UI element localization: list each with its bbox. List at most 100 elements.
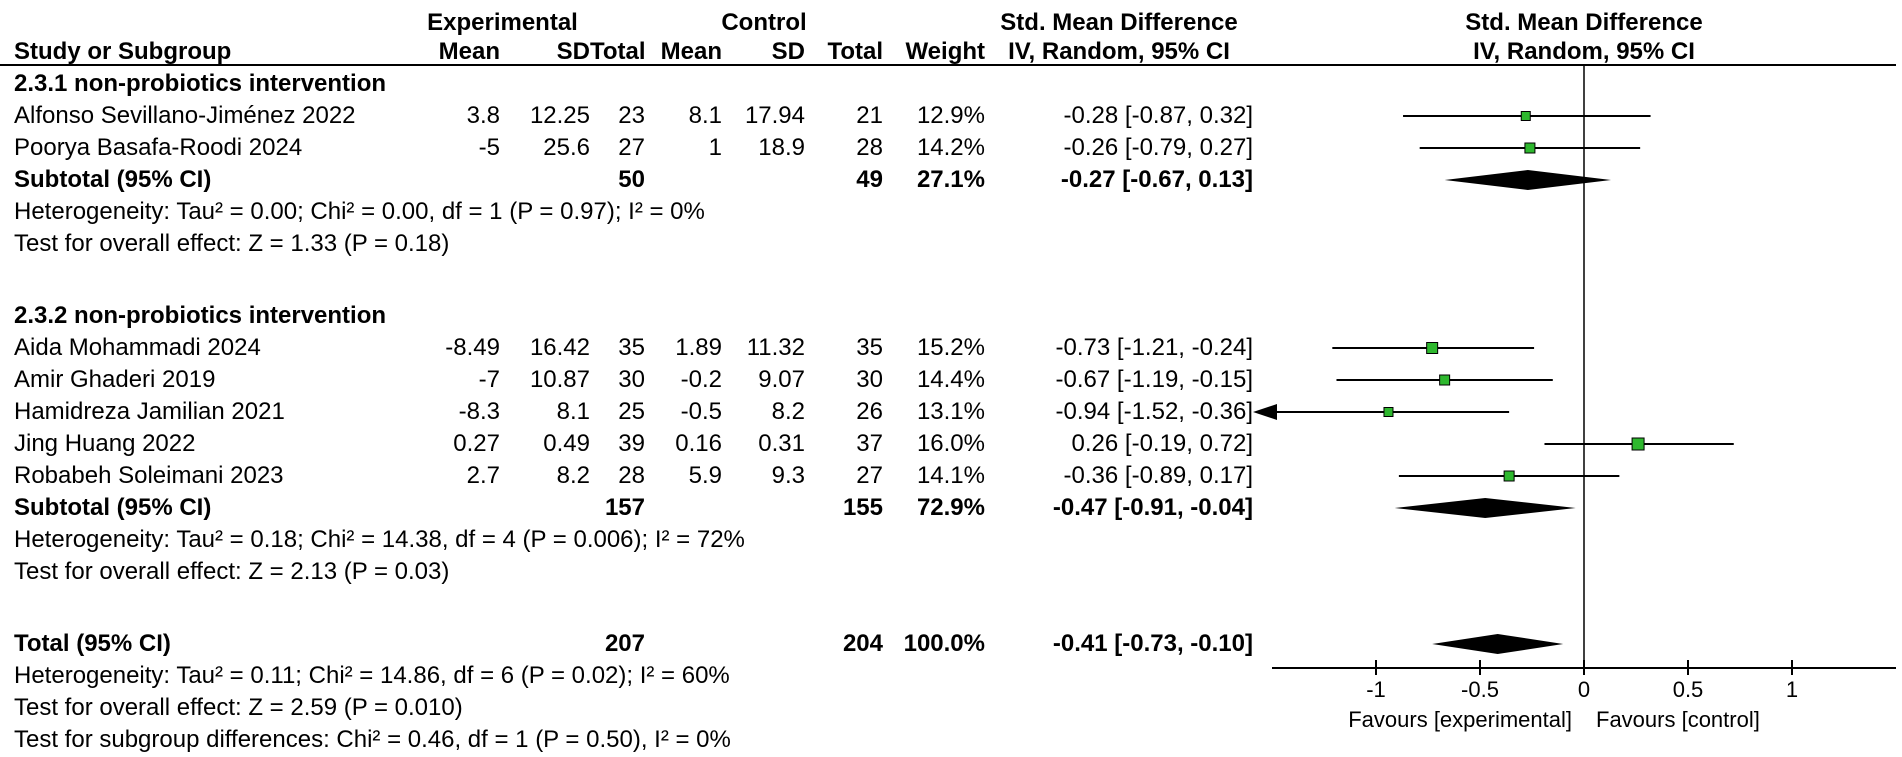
study-row: Jing Huang 2022 0.27 0.49 39 0.16 0.31 37 16.0%…: [0, 428, 1253, 460]
study-ci-text: -0.28 [-0.87, 0.32]: [1063, 102, 1253, 129]
effect-marker: [1631, 437, 1645, 451]
subtotal-study: Subtotal (95% CI): [14, 166, 212, 193]
study-total-c: 21: [856, 102, 883, 129]
effect-marker: [1439, 374, 1451, 386]
study-row: Robabeh Soleimani 2023 2.7 8.2 28 5.9 9.3 27 14…: [0, 460, 1253, 492]
subtotal-ci-text: -0.27 [-0.67, 0.13]: [1060, 166, 1253, 193]
total-total-c: 204: [842, 630, 883, 657]
study-sd-e: 8.2: [556, 462, 590, 489]
header-method-right: IV, Random, 95% CI: [1473, 38, 1695, 65]
study-total-e: 35: [618, 334, 645, 361]
overall-effect-note: Test for overall effect: Z = 2.13 (P = 0…: [14, 558, 450, 585]
total-total-e: 207: [604, 630, 645, 657]
study-total-c: 35: [856, 334, 883, 361]
study-ci-text: -0.94 [-1.52, -0.36]: [1055, 398, 1253, 425]
favours-left-label: Favours [experimental]: [1348, 707, 1572, 732]
header-underline: [0, 64, 1896, 66]
heterogeneity-note: Heterogeneity: Tau² = 0.18; Chi² = 14.38…: [14, 526, 745, 553]
tick-label: -1: [1366, 677, 1386, 702]
study-mean-e: 0.27: [453, 430, 500, 457]
study-total-e: 28: [618, 462, 645, 489]
header-total-control: Total: [827, 38, 883, 65]
pooled-diamond: [1444, 170, 1612, 190]
study-study: Alfonso Sevillano-Jiménez 2022: [14, 102, 356, 129]
subtotal-row: Subtotal (95% CI) 50 49 27.1% -0.27 [-0.67, …: [0, 164, 1253, 196]
study-study: Amir Ghaderi 2019: [14, 366, 216, 393]
study-total-c: 27: [856, 462, 883, 489]
study-sd-c: 17.94: [744, 102, 805, 129]
subgroup-header-row: 2.3.1 non-probiotics intervention: [14, 70, 387, 97]
study-total-e: 23: [618, 102, 645, 129]
study-sd-e: 25.6: [543, 134, 590, 161]
study-sd-c: 9.07: [758, 366, 805, 393]
study-mean-c: 1.89: [675, 334, 722, 361]
tick-label: 1: [1786, 677, 1798, 702]
subtotal-total-e: 50: [618, 166, 645, 193]
study-ci-text: -0.73 [-1.21, -0.24]: [1055, 334, 1253, 361]
study-study: Jing Huang 2022: [14, 430, 196, 457]
header-sd-experimental: SD: [556, 38, 590, 65]
subtotal-total-e: 157: [604, 494, 645, 521]
study-study: Robabeh Soleimani 2023: [14, 462, 284, 489]
study-total-c: 28: [856, 134, 883, 161]
study-mean-e: -7: [478, 366, 500, 393]
subtotal-ci-text: -0.47 [-0.91, -0.04]: [1052, 494, 1253, 521]
tick-label: 0.5: [1673, 677, 1704, 702]
study-mean-c: -0.5: [680, 398, 722, 425]
study-weight: 15.2%: [916, 334, 985, 361]
subtotal-weight: 27.1%: [916, 166, 985, 193]
study-mean-e: -8.49: [445, 334, 500, 361]
footnote: Test for overall effect: Z = 2.59 (P = 0…: [14, 694, 463, 721]
study-mean-c: 8.1: [688, 102, 722, 129]
study-total-e: 30: [618, 366, 645, 393]
study-total-e: 25: [618, 398, 645, 425]
study-sd-e: 12.25: [529, 102, 590, 129]
effect-marker: [1520, 111, 1531, 121]
header-mean-control: Mean: [660, 38, 722, 65]
study-weight: 14.1%: [916, 462, 985, 489]
study-sd-e: 16.42: [529, 334, 590, 361]
subtotal-total-c: 155: [842, 494, 883, 521]
study-weight: 14.4%: [916, 366, 985, 393]
study-row: Hamidreza Jamilian 2021 -8.3 8.1 25 -0.5 8.2 2…: [0, 396, 1253, 428]
favours-right-label: Favours [control]: [1596, 707, 1760, 732]
study-mean-c: 1: [708, 134, 722, 161]
study-row: Aida Mohammadi 2024 -8.49 16.42 35 1.89 11.32…: [0, 332, 1253, 364]
effect-marker: [1524, 142, 1536, 154]
study-ci-text: 0.26 [-0.19, 0.72]: [1071, 430, 1253, 457]
study-mean-e: 3.8: [466, 102, 500, 129]
header-total-experimental: Total: [590, 38, 646, 65]
clip-arrow: [1253, 404, 1277, 420]
study-mean-c: -0.2: [680, 366, 722, 393]
study-mean-c: 0.16: [675, 430, 722, 457]
tick-label: -0.5: [1461, 677, 1499, 702]
study-mean-e: 2.7: [466, 462, 500, 489]
study-weight: 16.0%: [916, 430, 985, 457]
study-study: Poorya Basafa-Roodi 2024: [14, 134, 303, 161]
study-ci-text: -0.67 [-1.19, -0.15]: [1055, 366, 1253, 393]
subtotal-row: Subtotal (95% CI) 157 155 72.9% -0.47 [-0.91…: [0, 492, 1253, 524]
study-sd-c: 18.9: [758, 134, 805, 161]
header-method-left: IV, Random, 95% CI: [1008, 38, 1230, 65]
study-total-c: 37: [856, 430, 883, 457]
overall-effect-note: Test for overall effect: Z = 1.33 (P = 0…: [14, 230, 450, 257]
subtotal-weight: 72.9%: [916, 494, 985, 521]
heterogeneity-note: Heterogeneity: Tau² = 0.00; Chi² = 0.00,…: [14, 198, 705, 225]
header-sd-control: SD: [771, 38, 805, 65]
study-mean-e: -8.3: [458, 398, 500, 425]
study-sd-c: 8.2: [771, 398, 805, 425]
header-study-or-subgroup: Study or Subgroup: [14, 38, 232, 65]
footnote: Heterogeneity: Tau² = 0.11; Chi² = 14.86…: [14, 662, 730, 689]
pooled-diamond: [1394, 498, 1576, 518]
header-mean-experimental: Mean: [438, 38, 500, 65]
study-mean-c: 5.9: [688, 462, 722, 489]
study-study: Aida Mohammadi 2024: [14, 334, 261, 361]
study-weight: 14.2%: [916, 134, 985, 161]
study-weight: 13.1%: [916, 398, 985, 425]
study-sd-e: 8.1: [556, 398, 590, 425]
study-sd-e: 0.49: [543, 430, 590, 457]
study-ci-text: -0.36 [-0.89, 0.17]: [1063, 462, 1253, 489]
header-control-group: Control: [721, 9, 807, 36]
total-weight: 100.0%: [903, 630, 985, 657]
